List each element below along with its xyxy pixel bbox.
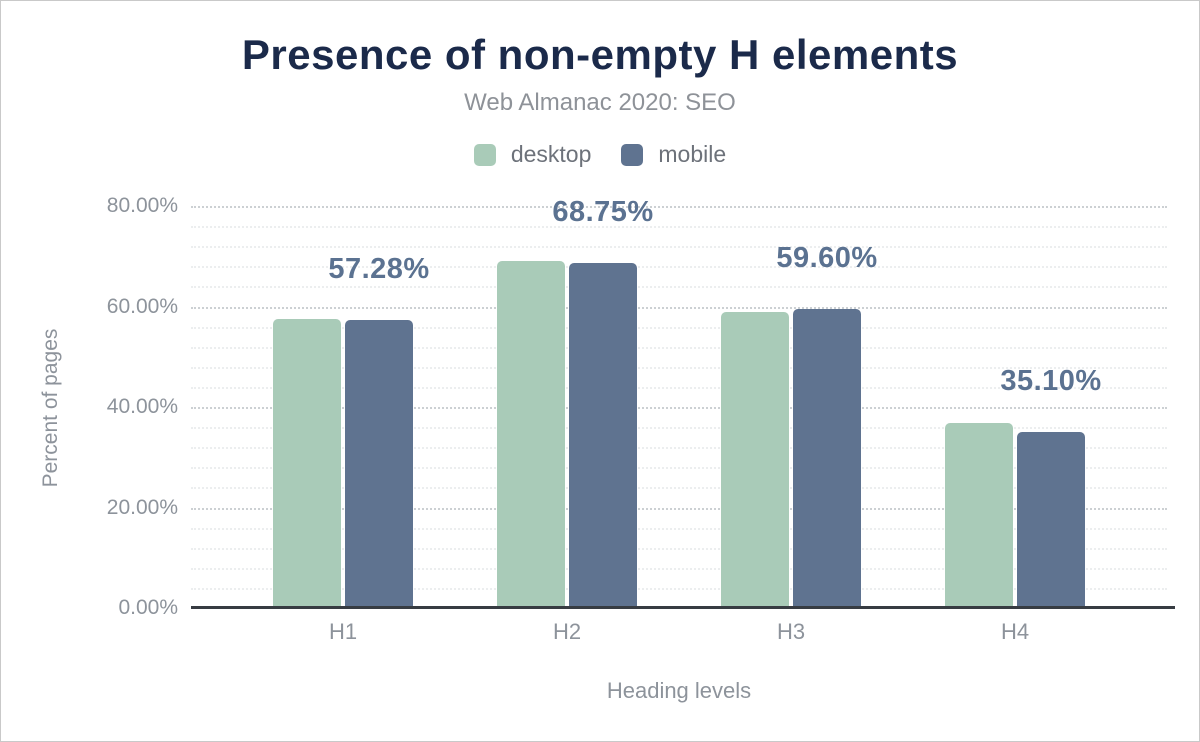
x-category-label-h4: H4: [1000, 619, 1030, 644]
y-axis-title: Percent of pages: [39, 328, 62, 488]
minor-gridline: [191, 346, 1167, 349]
bar-mobile-H1[interactable]: [345, 320, 413, 608]
minor-gridline: [191, 266, 1167, 269]
x-category-label-h3: H3: [776, 619, 806, 644]
minor-gridline: [191, 527, 1167, 530]
bar-desktop-H4[interactable]: [945, 423, 1013, 608]
minor-gridline: [191, 386, 1167, 389]
y-tick-label: 40.00%: [106, 395, 178, 418]
minor-gridline: [191, 366, 1167, 369]
x-category-label-h2: H2: [552, 619, 582, 644]
mobile-swatch-icon: [621, 143, 644, 166]
minor-gridline: [191, 487, 1167, 490]
legend-item-mobile[interactable]: mobile: [621, 141, 726, 168]
minor-gridline: [191, 226, 1167, 229]
bar-value-label: 35.10%: [1000, 364, 1102, 397]
y-tick-label: 80.00%: [106, 194, 178, 217]
major-gridline: [191, 407, 1167, 409]
minor-gridline: [191, 326, 1167, 329]
major-gridline: [191, 507, 1167, 510]
y-tick-label: 20.00%: [106, 495, 178, 519]
legend-item-desktop[interactable]: desktop: [473, 141, 592, 168]
minor-gridline: [191, 567, 1167, 570]
minor-gridline: [191, 587, 1167, 590]
major-gridline: [191, 306, 1167, 309]
x-category-label-h1: H1: [328, 619, 358, 644]
desktop-swatch-icon: [473, 143, 496, 166]
bar-value-label: 57.28%: [328, 253, 430, 286]
x-axis-line: [191, 606, 1175, 609]
minor-gridline: [191, 447, 1167, 450]
bar-desktop-H2[interactable]: [497, 261, 565, 608]
legend-label: desktop: [510, 141, 592, 167]
legend: desktop mobile: [1, 141, 1199, 168]
y-tick-label: 0.00%: [118, 596, 178, 619]
legend-label: mobile: [658, 141, 727, 167]
bar-mobile-H2[interactable]: [569, 262, 637, 608]
chart-subtitle: Web Almanac 2020: SEO: [464, 89, 736, 116]
minor-gridline: [191, 246, 1167, 249]
minor-gridline: [191, 427, 1167, 430]
chart-title: Presence of non-empty H elements: [241, 31, 959, 78]
major-gridline: [191, 206, 1167, 208]
bar-mobile-H4[interactable]: [1017, 431, 1085, 608]
bar-mobile-H3[interactable]: [793, 308, 861, 608]
minor-gridline: [191, 467, 1167, 470]
y-tick-label: 60.00%: [106, 294, 178, 318]
plot-area: 0.00% 20.00% 40.00% 60.00% 80.00% 57.28% 68.75…: [107, 195, 1167, 643]
bar-value-label: 59.60%: [776, 241, 878, 274]
minor-gridline: [191, 286, 1167, 289]
x-axis-title: Heading levels: [606, 678, 752, 703]
bar-desktop-H3[interactable]: [721, 311, 789, 608]
bar-desktop-H1[interactable]: [273, 319, 341, 608]
bar-value-label: 68.75%: [552, 195, 654, 228]
minor-gridline: [191, 547, 1167, 550]
